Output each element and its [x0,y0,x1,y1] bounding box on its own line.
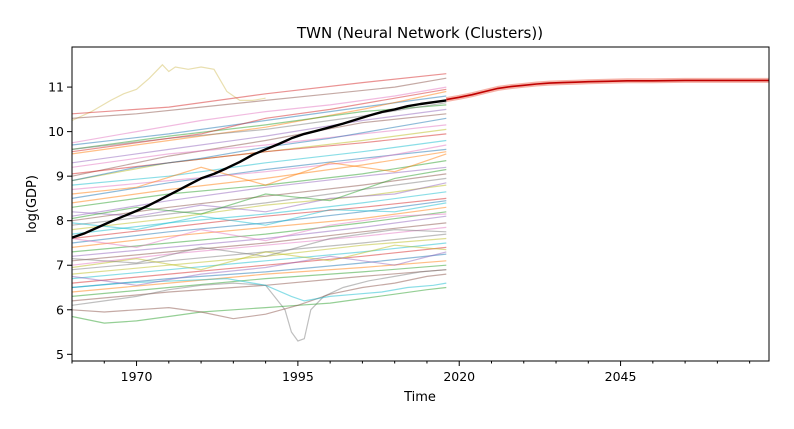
background-series-line [71,213,447,249]
background-series-line [71,246,447,284]
background-series-line [71,117,447,182]
y-tick-label: 5 [56,347,64,362]
background-series-line [71,206,447,248]
series-layer [71,63,769,342]
background-series-line [71,226,447,266]
background-series-line [71,253,447,289]
background-series-line [71,113,447,177]
highlight-series-line [71,99,447,239]
background-series-line [71,148,447,199]
background-series-line [71,177,447,226]
background-series-line [71,202,447,231]
x-tick-label: 2045 [605,369,637,384]
background-series-line [71,286,447,324]
background-series-line [71,63,266,122]
background-series-line [71,102,447,150]
background-series-line [71,211,447,253]
background-series-line [71,182,447,217]
background-series-line [71,133,447,175]
background-series-line [71,90,447,155]
background-series-line [71,151,447,204]
background-series-line [71,197,447,240]
forecast-band [445,77,769,103]
x-tick-label: 1970 [121,369,153,384]
forecast-series-line [446,79,769,101]
background-series-line [71,153,447,195]
background-series-line [71,77,447,119]
y-tick-label: 10 [48,124,64,139]
x-axis: 1970 1995 2020 2045 [71,361,751,384]
background-series-line [71,168,447,220]
y-tick-label: 6 [56,302,64,317]
background-series-line [71,86,447,144]
y-axis: 5 6 7 8 9 10 11 [48,80,72,362]
background-series-line [71,200,447,244]
background-series-line [71,264,447,297]
background-series-line [71,108,447,164]
y-tick-label: 11 [48,80,64,95]
x-axis-title: Time [403,390,436,405]
x-tick-label: 2020 [443,369,475,384]
plot-frame [71,46,770,362]
y-axis-title: log(GDP) [25,175,40,233]
background-series-line [71,228,447,264]
background-series-line [71,244,447,271]
background-series-line [71,88,447,153]
background-series-line [71,277,447,302]
y-tick-label: 8 [56,213,64,228]
chart-title: TWN (Neural Network (Clusters)) [296,24,543,42]
background-series-line [71,242,447,280]
background-series-line [71,222,447,262]
background-series-line [71,184,447,231]
background-series-line [71,124,447,168]
background-series-line [71,260,447,293]
background-series-line [71,273,447,320]
background-series-line [71,269,447,342]
background-series-line [71,166,447,217]
background-series-line [71,144,447,191]
background-series-line [71,73,447,115]
y-tick-label: 9 [56,169,64,184]
background-series-line [71,191,447,235]
y-tick-label: 7 [56,258,64,273]
x-tick-label: 1995 [282,369,314,384]
background-series-line [71,215,447,257]
background-series-line [71,139,447,186]
background-series-line [71,251,447,286]
